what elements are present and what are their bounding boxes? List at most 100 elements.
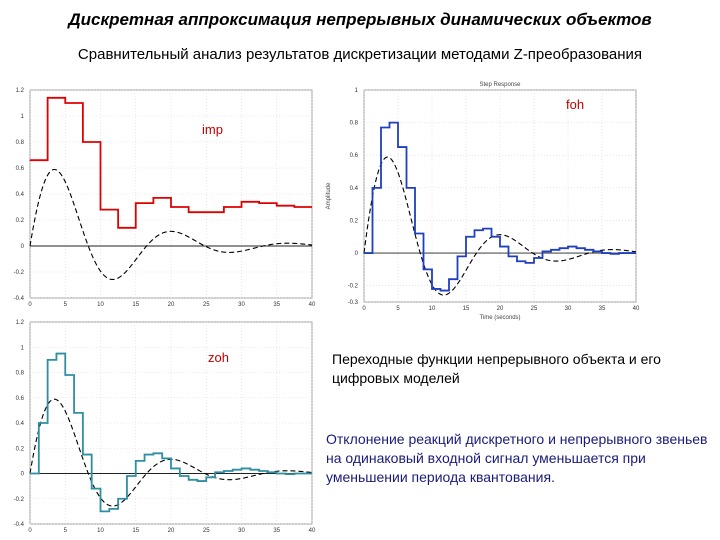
x-tick-label: 0	[362, 306, 366, 312]
step-point	[117, 227, 119, 229]
step-point	[601, 252, 603, 254]
y-tick-label: 0.6	[350, 153, 359, 159]
step-point	[293, 206, 295, 208]
step-point	[550, 249, 552, 251]
page-subtitle: Сравнительный анализ результатов дискрет…	[77, 46, 643, 63]
y-tick-label: 0.4	[16, 192, 25, 198]
step-point	[249, 469, 251, 471]
x-tick-label: 35	[273, 528, 280, 534]
step-point	[584, 249, 586, 251]
step-point	[82, 141, 84, 143]
y-tick-label: 0.6	[16, 166, 25, 172]
x-tick-label: 5	[396, 306, 400, 312]
x-tick-label: 35	[273, 302, 280, 308]
step-point	[232, 469, 234, 471]
chart-top-title: Step Response	[479, 82, 521, 88]
series-label-zoh: zoh	[208, 350, 229, 365]
x-tick-label: 0	[28, 528, 32, 534]
y-tick-label: -0.4	[14, 296, 25, 302]
x-tick-label: 15	[463, 306, 470, 312]
x-tick-label: 15	[132, 302, 139, 308]
step-point	[482, 228, 484, 230]
y-tick-label: -0.2	[14, 270, 25, 276]
x-tick-label: 40	[309, 302, 316, 308]
y-tick-label: 0.2	[16, 218, 25, 224]
y-tick-label: 0	[21, 472, 25, 478]
y-tick-label: 0	[355, 251, 359, 257]
step-point	[258, 470, 260, 472]
y-axis-label: Amplitude	[326, 182, 332, 209]
step-point	[223, 470, 225, 472]
step-point	[490, 236, 493, 238]
y-tick-label: 0.2	[350, 218, 359, 224]
y-tick-label: 1	[21, 345, 25, 351]
step-point	[524, 262, 527, 264]
x-tick-label: 10	[97, 302, 104, 308]
step-point	[240, 201, 243, 203]
x-tick-label: 25	[203, 528, 210, 534]
x-tick-label: 25	[203, 302, 210, 308]
step-point	[473, 229, 476, 231]
step-point	[99, 209, 102, 211]
step-point	[609, 253, 612, 255]
step-point	[73, 412, 75, 414]
step-point	[431, 288, 433, 290]
y-tick-label: 0.4	[16, 421, 25, 427]
y-tick-label: -0.2	[14, 497, 25, 503]
y-tick-label: 1	[355, 88, 359, 94]
step-point	[541, 250, 544, 253]
step-point	[91, 488, 93, 490]
y-tick-label: 0.8	[16, 140, 25, 146]
chart-foh: 0 5 10 15 20 25 30 35 40 -0.3 -0.2 0 0.2 0.4 0.6 0.8 1 St…	[318, 76, 648, 326]
step-point	[533, 257, 535, 259]
step-point	[618, 252, 620, 254]
step-point	[388, 122, 391, 124]
x-axis-label: Time (seconds)	[479, 315, 520, 321]
x-tick-label: 30	[565, 306, 572, 312]
step-point	[135, 460, 137, 462]
step-point	[135, 202, 137, 204]
y-tick-label: -0.4	[14, 522, 25, 528]
step-point	[108, 508, 110, 510]
step-point	[188, 479, 190, 481]
step-point	[205, 476, 207, 478]
y-tick-label: 0.6	[16, 396, 25, 402]
y-tick-label: 0.2	[16, 446, 25, 452]
step-point	[152, 197, 154, 199]
step-point	[397, 146, 399, 148]
step-point	[439, 289, 442, 292]
step-point	[55, 352, 58, 355]
step-point	[626, 252, 629, 254]
step-point	[29, 472, 31, 475]
x-tick-label: 5	[64, 528, 68, 534]
step-point	[276, 205, 278, 207]
chart-foh-svg: 0 5 10 15 20 25 30 35 40 -0.3 -0.2 0 0.2 0.4 0.6 0.8 1 St…	[326, 82, 640, 321]
step-point	[293, 472, 295, 475]
step-point	[170, 206, 172, 208]
step-point	[267, 471, 269, 473]
step-point	[152, 452, 154, 454]
y-tick-label: -0.3	[348, 300, 359, 306]
y-tick-label: 0.8	[350, 121, 359, 127]
x-tick-label: 20	[497, 306, 504, 312]
y-tick-label: 1.2	[16, 320, 25, 326]
x-tick-label: 40	[309, 528, 316, 534]
x-tick-label: 15	[132, 528, 139, 534]
step-point	[516, 260, 518, 262]
y-tick-label: 0	[21, 244, 25, 250]
step-point	[64, 374, 66, 376]
step-point	[456, 255, 459, 257]
x-tick-label: 10	[429, 306, 436, 312]
note-deviation: Отклонение реакций дискретного и непреры…	[326, 431, 708, 485]
step-point	[214, 471, 216, 473]
step-point	[38, 422, 40, 424]
step-point	[448, 278, 450, 280]
step-point	[223, 206, 225, 208]
step-point	[64, 102, 66, 104]
step-point	[47, 97, 49, 99]
step-point	[363, 252, 365, 254]
step-point	[179, 475, 181, 477]
x-tick-label: 35	[599, 306, 606, 312]
step-point	[405, 187, 408, 189]
step-point	[414, 232, 416, 235]
